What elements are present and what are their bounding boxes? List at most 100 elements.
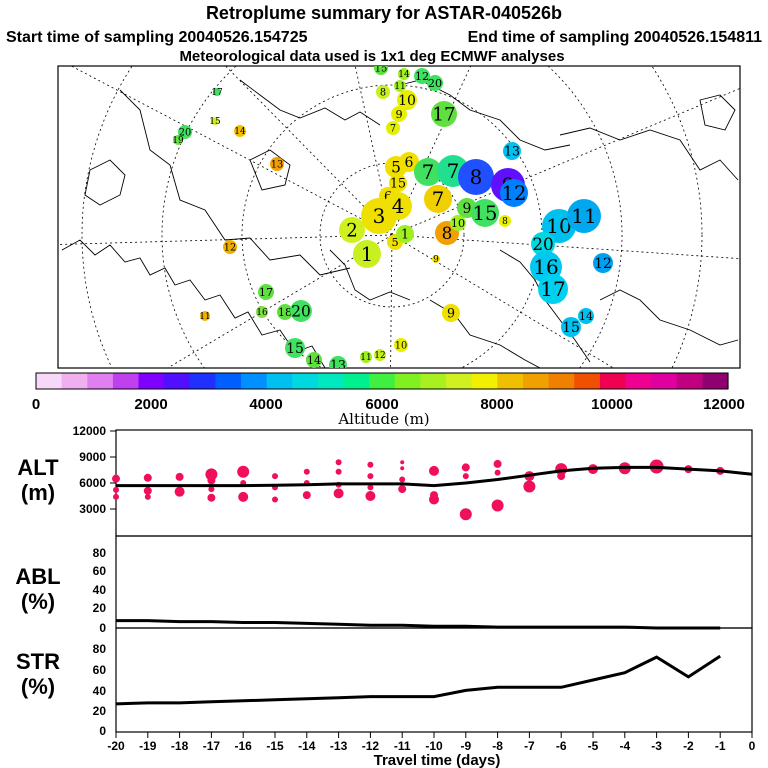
- trajectory-cluster-blob: [567, 199, 601, 233]
- trajectory-cluster-label: 14: [579, 310, 593, 323]
- trajectory-cluster-label: 13: [271, 159, 283, 170]
- alt-ytick-9000: 9000: [79, 450, 106, 464]
- x-tick-label: -19: [139, 739, 157, 753]
- trajectory-cluster-label: 8: [442, 223, 453, 243]
- abl-panel-frame: [115, 535, 753, 629]
- alt-label: ALT: [17, 455, 59, 480]
- trajectory-cluster-blob: [414, 158, 442, 186]
- trajectory-cluster-label: 7: [422, 161, 434, 184]
- alt-ytick-12000: 12000: [73, 424, 107, 438]
- colorbar-cell: [241, 373, 268, 389]
- trajectory-cluster-label: 7: [447, 159, 460, 183]
- trajectory-cluster-blob: [360, 351, 372, 363]
- x-tick-label: -1: [715, 739, 726, 753]
- alt-scatter-point: [112, 474, 120, 483]
- colorbar-label: Altitude (m): [337, 410, 429, 428]
- cbar-tick-4: 8000: [480, 396, 513, 413]
- trajectory-cluster-blob: [384, 192, 412, 220]
- trajectory-cluster-blob: [399, 152, 419, 172]
- trajectory-cluster-label: 15: [473, 202, 498, 225]
- colorbar-cell: [266, 373, 293, 389]
- abl-ytick-80: 80: [93, 546, 107, 560]
- alt-scatter-point: [237, 465, 250, 478]
- trajectory-cluster-blob: [396, 225, 414, 243]
- trajectory-cluster-label: 12: [224, 242, 236, 253]
- colorbar-cell: [215, 373, 242, 389]
- colorbar-cell: [292, 373, 319, 389]
- x-tick-label: -3: [651, 739, 662, 753]
- trajectory-cluster-label: 11: [360, 353, 371, 363]
- trajectory-cluster-blob: [391, 106, 407, 122]
- trajectory-cluster-blob: [398, 68, 410, 80]
- trajectory-clusters: 1514111220810971717151420191313567789121…: [172, 66, 613, 368]
- x-tick-label: -4: [619, 739, 630, 753]
- trajectory-cluster-label: 8: [380, 87, 386, 98]
- trajectory-cluster-label: 3: [373, 204, 386, 228]
- abl-plot: [116, 619, 721, 630]
- colorbar-cell: [394, 373, 421, 389]
- colorbar-cell: [574, 373, 601, 389]
- colorbar-cell: [651, 373, 678, 389]
- trajectory-cluster-blob: [593, 253, 613, 273]
- trajectory-cluster-blob: [374, 349, 386, 361]
- colorbar-cell: [36, 373, 63, 389]
- trajectory-cluster-blob: [431, 101, 457, 127]
- alt-scatter-point: [491, 499, 504, 512]
- colorbar-cell: [87, 373, 114, 389]
- str-ytick-80: 80: [93, 642, 107, 656]
- trajectory-cluster-label: 12: [374, 351, 385, 361]
- trajectory-cluster-label: 17: [432, 104, 455, 125]
- colorbar-cell: [164, 373, 191, 389]
- colorbar-cell: [446, 373, 473, 389]
- trajectory-cluster-label: 20: [532, 234, 553, 254]
- x-tick-label: -6: [556, 739, 567, 753]
- abl-ytick-20: 20: [93, 601, 107, 615]
- abl-unit: (%): [21, 589, 55, 614]
- trajectory-cluster-blob: [503, 142, 521, 160]
- colorbar-cells: [36, 373, 729, 389]
- trajectory-cluster-blob: [306, 352, 322, 368]
- alt-median-line: [116, 465, 753, 488]
- trajectory-cluster-blob: [414, 68, 430, 84]
- trajectory-cluster-blob: [285, 338, 305, 358]
- cbar-tick-6: 12000: [703, 396, 745, 413]
- trajectory-cluster-blob: [538, 274, 568, 304]
- cbar-tick-3: 6000: [365, 396, 398, 413]
- abl-line: [116, 619, 721, 630]
- colorbar-cell: [471, 373, 498, 389]
- trajectory-cluster-blob: [178, 125, 192, 139]
- trajectory-cluster-blob: [432, 255, 440, 263]
- trajectory-cluster-label: 15: [562, 320, 580, 336]
- abl-ytick-60: 60: [93, 564, 107, 578]
- colorbar-cell: [599, 373, 627, 389]
- alt-scatter-point: [144, 493, 151, 500]
- trajectory-cluster-blob: [211, 117, 219, 125]
- trajectory-cluster-label: 20: [291, 302, 311, 320]
- x-tick-label: -16: [235, 739, 253, 753]
- alt-scatter-point: [367, 484, 374, 491]
- figure-title: Retroplume summary for ASTAR-040526b: [206, 3, 562, 23]
- alt-ytick-6000: 6000: [79, 476, 106, 490]
- trajectory-cluster-blob: [442, 304, 460, 322]
- trajectory-cluster-blob: [376, 85, 390, 99]
- alt-scatter-point: [429, 494, 439, 505]
- trajectory-cluster-label: 1: [401, 226, 409, 241]
- colorbar-cell: [343, 373, 370, 389]
- x-tick-label: -11: [394, 739, 411, 753]
- trajectory-cluster-label: 17: [540, 277, 565, 301]
- alt-scatter-point: [335, 459, 342, 466]
- x-tick-label: -12: [362, 739, 380, 753]
- x-tick-label: -20: [107, 739, 125, 753]
- alt-scatter-point: [175, 472, 184, 481]
- trajectory-cluster-blob: [290, 300, 312, 322]
- trajectory-cluster-blob: [450, 215, 466, 231]
- trajectory-cluster-blob: [256, 306, 268, 318]
- trajectory-cluster-blob: [277, 304, 293, 320]
- trajectory-cluster-label: 15: [286, 341, 304, 357]
- trajectory-cluster-blob: [329, 356, 347, 368]
- cbar-tick-2: 4000: [249, 396, 282, 413]
- x-tick-label: 0: [749, 739, 756, 753]
- trajectory-cluster-blob: [394, 338, 408, 352]
- alt-scatter-point: [400, 466, 405, 471]
- alt-scatter-point: [272, 473, 278, 480]
